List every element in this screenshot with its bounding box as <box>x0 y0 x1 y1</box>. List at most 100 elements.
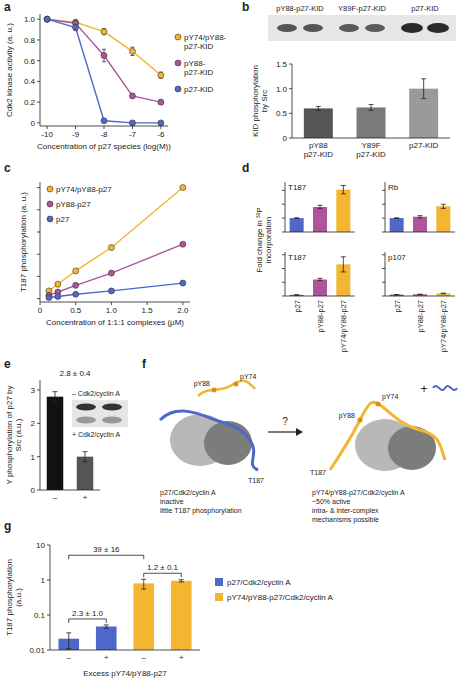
x-tick-label: 0 <box>38 306 43 315</box>
y-tick <box>37 423 40 424</box>
data-point <box>101 118 107 124</box>
x-tick <box>104 126 105 129</box>
x-tick <box>147 302 148 305</box>
x-axis <box>292 138 450 139</box>
arrow <box>268 431 296 432</box>
y-tick-label: 0.2 <box>24 98 36 107</box>
error-bar <box>141 579 146 589</box>
gel-label: p27-KID <box>411 4 439 13</box>
x-tick <box>111 302 112 305</box>
site-label: pY88 <box>339 412 355 420</box>
y-tick-label: 1.0 <box>24 15 36 24</box>
y-tick <box>282 190 285 191</box>
data-point <box>129 93 135 99</box>
error-bar <box>341 185 346 193</box>
data-point <box>108 245 114 251</box>
error-bar <box>318 205 323 208</box>
free-p27 <box>433 386 457 390</box>
subplot-title: T187 <box>288 253 307 262</box>
data-point <box>44 16 50 22</box>
category-label: – <box>142 653 147 662</box>
data-point <box>158 120 164 126</box>
p27-chain <box>160 411 258 470</box>
error-bar <box>66 633 71 649</box>
y-tick-label: 2 <box>31 419 36 428</box>
error-bar <box>74 24 78 30</box>
y-tick <box>382 296 385 297</box>
site-label: T187 <box>310 469 326 476</box>
y-axis-title: Fold change in ³²P <box>255 207 264 272</box>
subplot-title: T187 <box>288 183 307 192</box>
x-tick <box>47 126 48 129</box>
annotation: 2.3 ± 1.0 <box>72 609 104 618</box>
data-point <box>55 293 61 299</box>
category-label: + <box>179 653 184 662</box>
y-axis <box>385 252 386 296</box>
y-tick <box>37 390 40 391</box>
y-tick <box>282 218 285 219</box>
y-tick <box>37 102 40 103</box>
bar <box>413 217 427 232</box>
data-point <box>180 280 186 286</box>
phospho-site <box>212 388 217 393</box>
background <box>0 0 463 685</box>
y-tick <box>37 298 40 299</box>
bracket <box>144 573 182 577</box>
y-tick <box>382 204 385 205</box>
legend-swatch <box>215 578 223 586</box>
gel-label: pY88-p27-KID <box>276 4 324 13</box>
y-tick <box>37 232 40 233</box>
plus-sign: + <box>420 382 427 396</box>
y-tick <box>37 81 40 82</box>
error-bar <box>104 625 109 628</box>
y-tick <box>47 580 50 581</box>
data-point <box>73 24 79 30</box>
data-point <box>180 185 186 191</box>
bar <box>290 218 304 232</box>
y-tick <box>37 60 40 61</box>
y-tick <box>47 545 50 546</box>
legend-marker <box>175 34 181 40</box>
annotation: 2.8 ± 0.4 <box>59 369 91 378</box>
category-label: pY74/pY88-p27 <box>439 300 448 352</box>
y-tick <box>382 218 385 219</box>
figure: 00.20.40.60.81.0-10-9-8-7-6Concentration… <box>0 0 463 685</box>
y-tick-label: 3 <box>31 386 36 395</box>
y-axis-title: Y phosphorylation of p27 by <box>5 385 14 484</box>
annotation: 39 ± 16 <box>93 545 120 554</box>
y-tick-label: 0.5 <box>276 109 288 118</box>
y-axis <box>50 545 51 650</box>
error-bar <box>441 204 446 208</box>
category-label: Y89F <box>361 141 380 150</box>
x-tick <box>160 126 161 129</box>
bar <box>304 108 333 138</box>
y-axis-title: incorporation <box>264 217 273 263</box>
arrow-head <box>296 428 303 436</box>
legend-marker <box>175 86 181 92</box>
y-tick-label: 1.5 <box>276 60 288 69</box>
panel-letter: c <box>4 161 11 175</box>
p27-chain <box>330 402 445 470</box>
y-tick-label: 1 <box>41 576 46 585</box>
gel-band <box>401 23 423 33</box>
y-tick <box>382 190 385 191</box>
panel-letter: e <box>4 357 11 371</box>
category-label: – <box>67 653 72 662</box>
y-tick <box>37 122 40 123</box>
y-axis <box>40 182 41 302</box>
y-axis-title: T187 phosphorylation <box>5 559 14 636</box>
series-line <box>49 283 183 297</box>
gel-band <box>339 24 359 32</box>
legend-label: pY74/pY88-p27/Cdk2/cyclin A <box>227 593 334 602</box>
error-bar <box>83 452 88 462</box>
x-axis <box>40 302 190 303</box>
data-point <box>108 270 114 276</box>
caption: mechanisms possible <box>312 516 379 524</box>
x-tick-label: -8 <box>100 130 108 139</box>
error-bar <box>102 49 106 61</box>
data-point <box>101 29 107 35</box>
gel-band <box>365 24 385 32</box>
panel-letter: d <box>242 161 249 175</box>
y-tick <box>282 204 285 205</box>
bar <box>390 218 404 232</box>
